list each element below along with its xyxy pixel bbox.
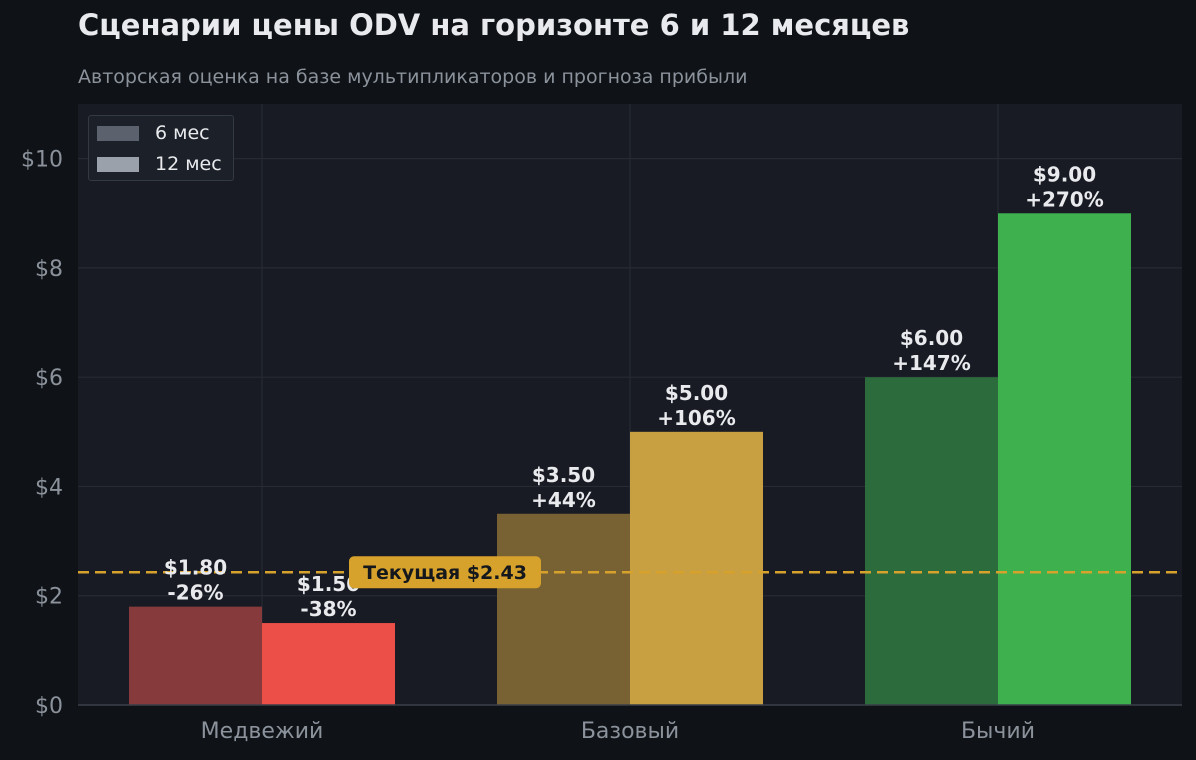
data-label: $3.50 +44% (531, 463, 596, 512)
data-label-line: $1.80 (164, 556, 227, 580)
data-label-line: $5.00 (665, 381, 728, 405)
x-tick-label: Базовый (581, 719, 679, 744)
bar-12m (998, 213, 1131, 706)
legend: 6 мес 12 мес (88, 115, 234, 181)
data-label: $5.00 +106% (657, 381, 736, 430)
legend-label-6m: 6 мес (155, 122, 210, 144)
bar-6m (129, 606, 262, 705)
current-price-label: Текущая $2.43 (363, 562, 527, 584)
data-label: $1.80 -26% (164, 556, 227, 605)
data-label: $6.00 +147% (892, 326, 971, 375)
y-tick-label: $4 (35, 475, 63, 500)
bar-12m (262, 623, 395, 705)
data-label-line: -26% (167, 581, 223, 605)
y-tick-label: $10 (21, 148, 63, 173)
y-tick-label: $0 (35, 694, 63, 719)
chart-subtitle: Авторская оценка на базе мультипликаторо… (78, 66, 748, 88)
y-tick-label: $2 (35, 585, 63, 610)
legend-swatch-12m (97, 156, 139, 172)
data-label-line: $3.50 (532, 463, 595, 487)
legend-item-6m: 6 мес (97, 122, 210, 144)
data-label-line: +106% (657, 406, 736, 430)
y-tick-label: $8 (35, 257, 63, 282)
legend-swatch-6m (97, 125, 139, 141)
data-label-line: +270% (1025, 187, 1104, 211)
data-label: $9.00 +270% (1025, 162, 1104, 211)
data-label: $1.50 -38% (297, 572, 360, 621)
x-tick-label: Медвежий (201, 719, 324, 744)
bar-6m (865, 377, 998, 705)
bar-12m (630, 431, 763, 705)
bar-6m (497, 513, 630, 705)
y-tick-label: $6 (35, 366, 63, 391)
data-label-line: -38% (300, 597, 356, 621)
legend-item-12m: 12 мес (97, 153, 222, 175)
chart-title: Сценарии цены ODV на горизонте 6 и 12 ме… (78, 8, 910, 42)
data-label-line: $9.00 (1033, 162, 1096, 186)
data-label-line: $6.00 (900, 326, 963, 350)
current-price-badge (349, 556, 541, 589)
legend-label-12m: 12 мес (155, 153, 222, 175)
data-label-line: +44% (531, 488, 596, 512)
data-label-line: +147% (892, 351, 971, 375)
x-tick-label: Бычий (961, 719, 1035, 744)
